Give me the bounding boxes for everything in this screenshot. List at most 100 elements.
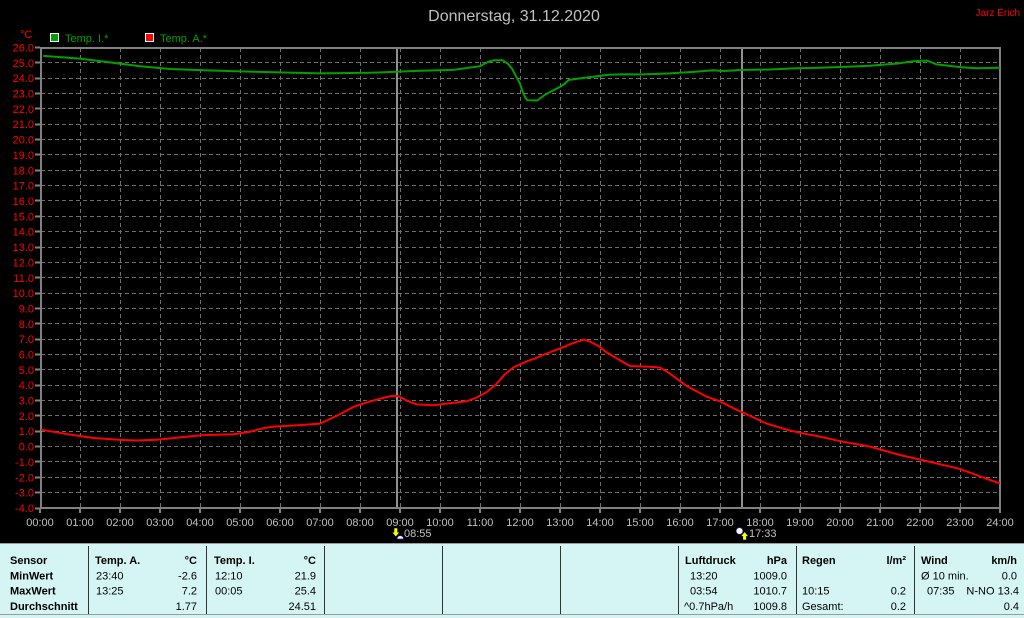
svg-text:14:00: 14:00	[586, 517, 614, 529]
svg-text:Ø 10 min.: Ø 10 min.	[921, 571, 969, 583]
svg-text:1010.7: 1010.7	[753, 586, 787, 598]
svg-text:05:00: 05:00	[226, 517, 254, 529]
svg-text:0.0: 0.0	[1002, 571, 1017, 583]
svg-text:14.0: 14.0	[13, 227, 34, 239]
svg-text:-1.0: -1.0	[15, 457, 34, 469]
svg-text:23:00: 23:00	[946, 517, 974, 529]
svg-text:Jarz Erich: Jarz Erich	[976, 8, 1020, 19]
svg-text:15.0: 15.0	[13, 211, 34, 223]
svg-text:-2.0: -2.0	[15, 472, 34, 484]
svg-text:00:00: 00:00	[26, 517, 54, 529]
svg-text:Durchschnitt: Durchschnitt	[10, 601, 78, 613]
svg-text:03:00: 03:00	[146, 517, 174, 529]
svg-text:0.2: 0.2	[891, 601, 906, 613]
svg-text:00:05: 00:05	[215, 586, 243, 598]
svg-text:7.0: 7.0	[19, 334, 34, 346]
svg-text:l/m²: l/m²	[886, 555, 906, 567]
svg-text:22.0: 22.0	[13, 104, 34, 116]
svg-text:km/h: km/h	[991, 555, 1017, 567]
svg-text:22:00: 22:00	[906, 517, 934, 529]
svg-text:°C: °C	[185, 555, 197, 567]
svg-text:Regen: Regen	[802, 555, 836, 567]
svg-text:09:00: 09:00	[386, 517, 414, 529]
svg-text:MaxWert: MaxWert	[10, 586, 56, 598]
svg-text:02:00: 02:00	[106, 517, 134, 529]
svg-text:Temp. A.: Temp. A.	[95, 555, 140, 567]
svg-text:Donnerstag, 31.12.2020: Donnerstag, 31.12.2020	[428, 8, 600, 25]
svg-text:08:00: 08:00	[346, 517, 374, 529]
svg-text:10.0: 10.0	[13, 288, 34, 300]
svg-text:06:00: 06:00	[266, 517, 294, 529]
svg-text:19:00: 19:00	[786, 517, 814, 529]
svg-text:5.0: 5.0	[19, 365, 34, 377]
svg-text:Gesamt:: Gesamt:	[802, 601, 844, 613]
svg-text:10:15: 10:15	[802, 586, 830, 598]
svg-text:24.0: 24.0	[13, 73, 34, 85]
svg-text:Sensor: Sensor	[10, 555, 48, 567]
svg-text:17:00: 17:00	[706, 517, 734, 529]
svg-text:0.0: 0.0	[19, 442, 34, 454]
svg-text:N-NO 13.4: N-NO 13.4	[966, 586, 1019, 598]
svg-text:7.2: 7.2	[182, 586, 197, 598]
svg-text:Luftdruck: Luftdruck	[685, 555, 737, 567]
svg-text:MinWert: MinWert	[10, 571, 54, 583]
svg-text:25.0: 25.0	[13, 58, 34, 70]
svg-text:11:00: 11:00	[467, 517, 494, 529]
svg-text:25.4: 25.4	[295, 586, 316, 598]
svg-text:18.0: 18.0	[13, 165, 34, 177]
svg-text:°C: °C	[20, 29, 32, 41]
svg-text:03:54: 03:54	[690, 586, 718, 598]
svg-text:10:00: 10:00	[426, 517, 454, 529]
svg-text:Wind: Wind	[921, 555, 948, 567]
svg-text:12:00: 12:00	[506, 517, 534, 529]
svg-text:9.0: 9.0	[19, 303, 34, 315]
svg-text:23:40: 23:40	[96, 571, 124, 583]
svg-text:01:00: 01:00	[66, 517, 94, 529]
svg-text:21:00: 21:00	[866, 517, 894, 529]
svg-text:1009.8: 1009.8	[753, 601, 787, 613]
svg-text:Temp. A.*: Temp. A.*	[160, 33, 208, 45]
svg-text:1.0: 1.0	[19, 426, 34, 438]
svg-text:Temp. I.*: Temp. I.*	[65, 33, 109, 45]
svg-text:17:33: 17:33	[749, 528, 777, 540]
svg-text:0.4: 0.4	[1004, 601, 1019, 613]
svg-text:13:20: 13:20	[690, 571, 718, 583]
svg-text:13.0: 13.0	[13, 242, 34, 254]
svg-text:12:10: 12:10	[215, 571, 243, 583]
svg-text:hPa: hPa	[767, 555, 788, 567]
svg-text:1.77: 1.77	[176, 601, 197, 613]
svg-text:07:35: 07:35	[927, 586, 955, 598]
svg-text:20:00: 20:00	[826, 517, 854, 529]
svg-text:13:00: 13:00	[546, 517, 574, 529]
svg-text:20.0: 20.0	[13, 135, 34, 147]
svg-text:24.51: 24.51	[288, 601, 316, 613]
svg-text:16.0: 16.0	[13, 196, 34, 208]
svg-text:18:00: 18:00	[746, 517, 774, 529]
svg-text:8.0: 8.0	[19, 319, 34, 331]
svg-text:15:00: 15:00	[626, 517, 654, 529]
svg-text:4.0: 4.0	[19, 380, 34, 392]
svg-text:°C: °C	[304, 555, 316, 567]
svg-text:2.0: 2.0	[19, 411, 34, 423]
svg-text:16:00: 16:00	[666, 517, 694, 529]
svg-text:12.0: 12.0	[13, 257, 34, 269]
svg-text:26.0: 26.0	[13, 43, 34, 55]
svg-text:24:00: 24:00	[986, 517, 1014, 529]
svg-text:1009.0: 1009.0	[753, 571, 787, 583]
svg-text:-4.0: -4.0	[15, 503, 34, 515]
svg-text:Temp. I.: Temp. I.	[214, 555, 255, 567]
svg-text:3.0: 3.0	[19, 396, 34, 408]
svg-text:-2.6: -2.6	[178, 571, 197, 583]
svg-text:21.0: 21.0	[13, 119, 34, 131]
svg-text:13:25: 13:25	[96, 586, 124, 598]
svg-text:^0.7hPa/h: ^0.7hPa/h	[684, 601, 733, 613]
svg-text:21.9: 21.9	[295, 571, 316, 583]
svg-text:-3.0: -3.0	[15, 488, 34, 500]
svg-text:0.2: 0.2	[891, 586, 906, 598]
svg-text:08:55: 08:55	[404, 528, 432, 540]
svg-text:17.0: 17.0	[13, 181, 34, 193]
svg-text:6.0: 6.0	[19, 350, 34, 362]
svg-text:23.0: 23.0	[13, 89, 34, 101]
svg-text:19.0: 19.0	[13, 150, 34, 162]
svg-text:11.0: 11.0	[13, 273, 34, 285]
